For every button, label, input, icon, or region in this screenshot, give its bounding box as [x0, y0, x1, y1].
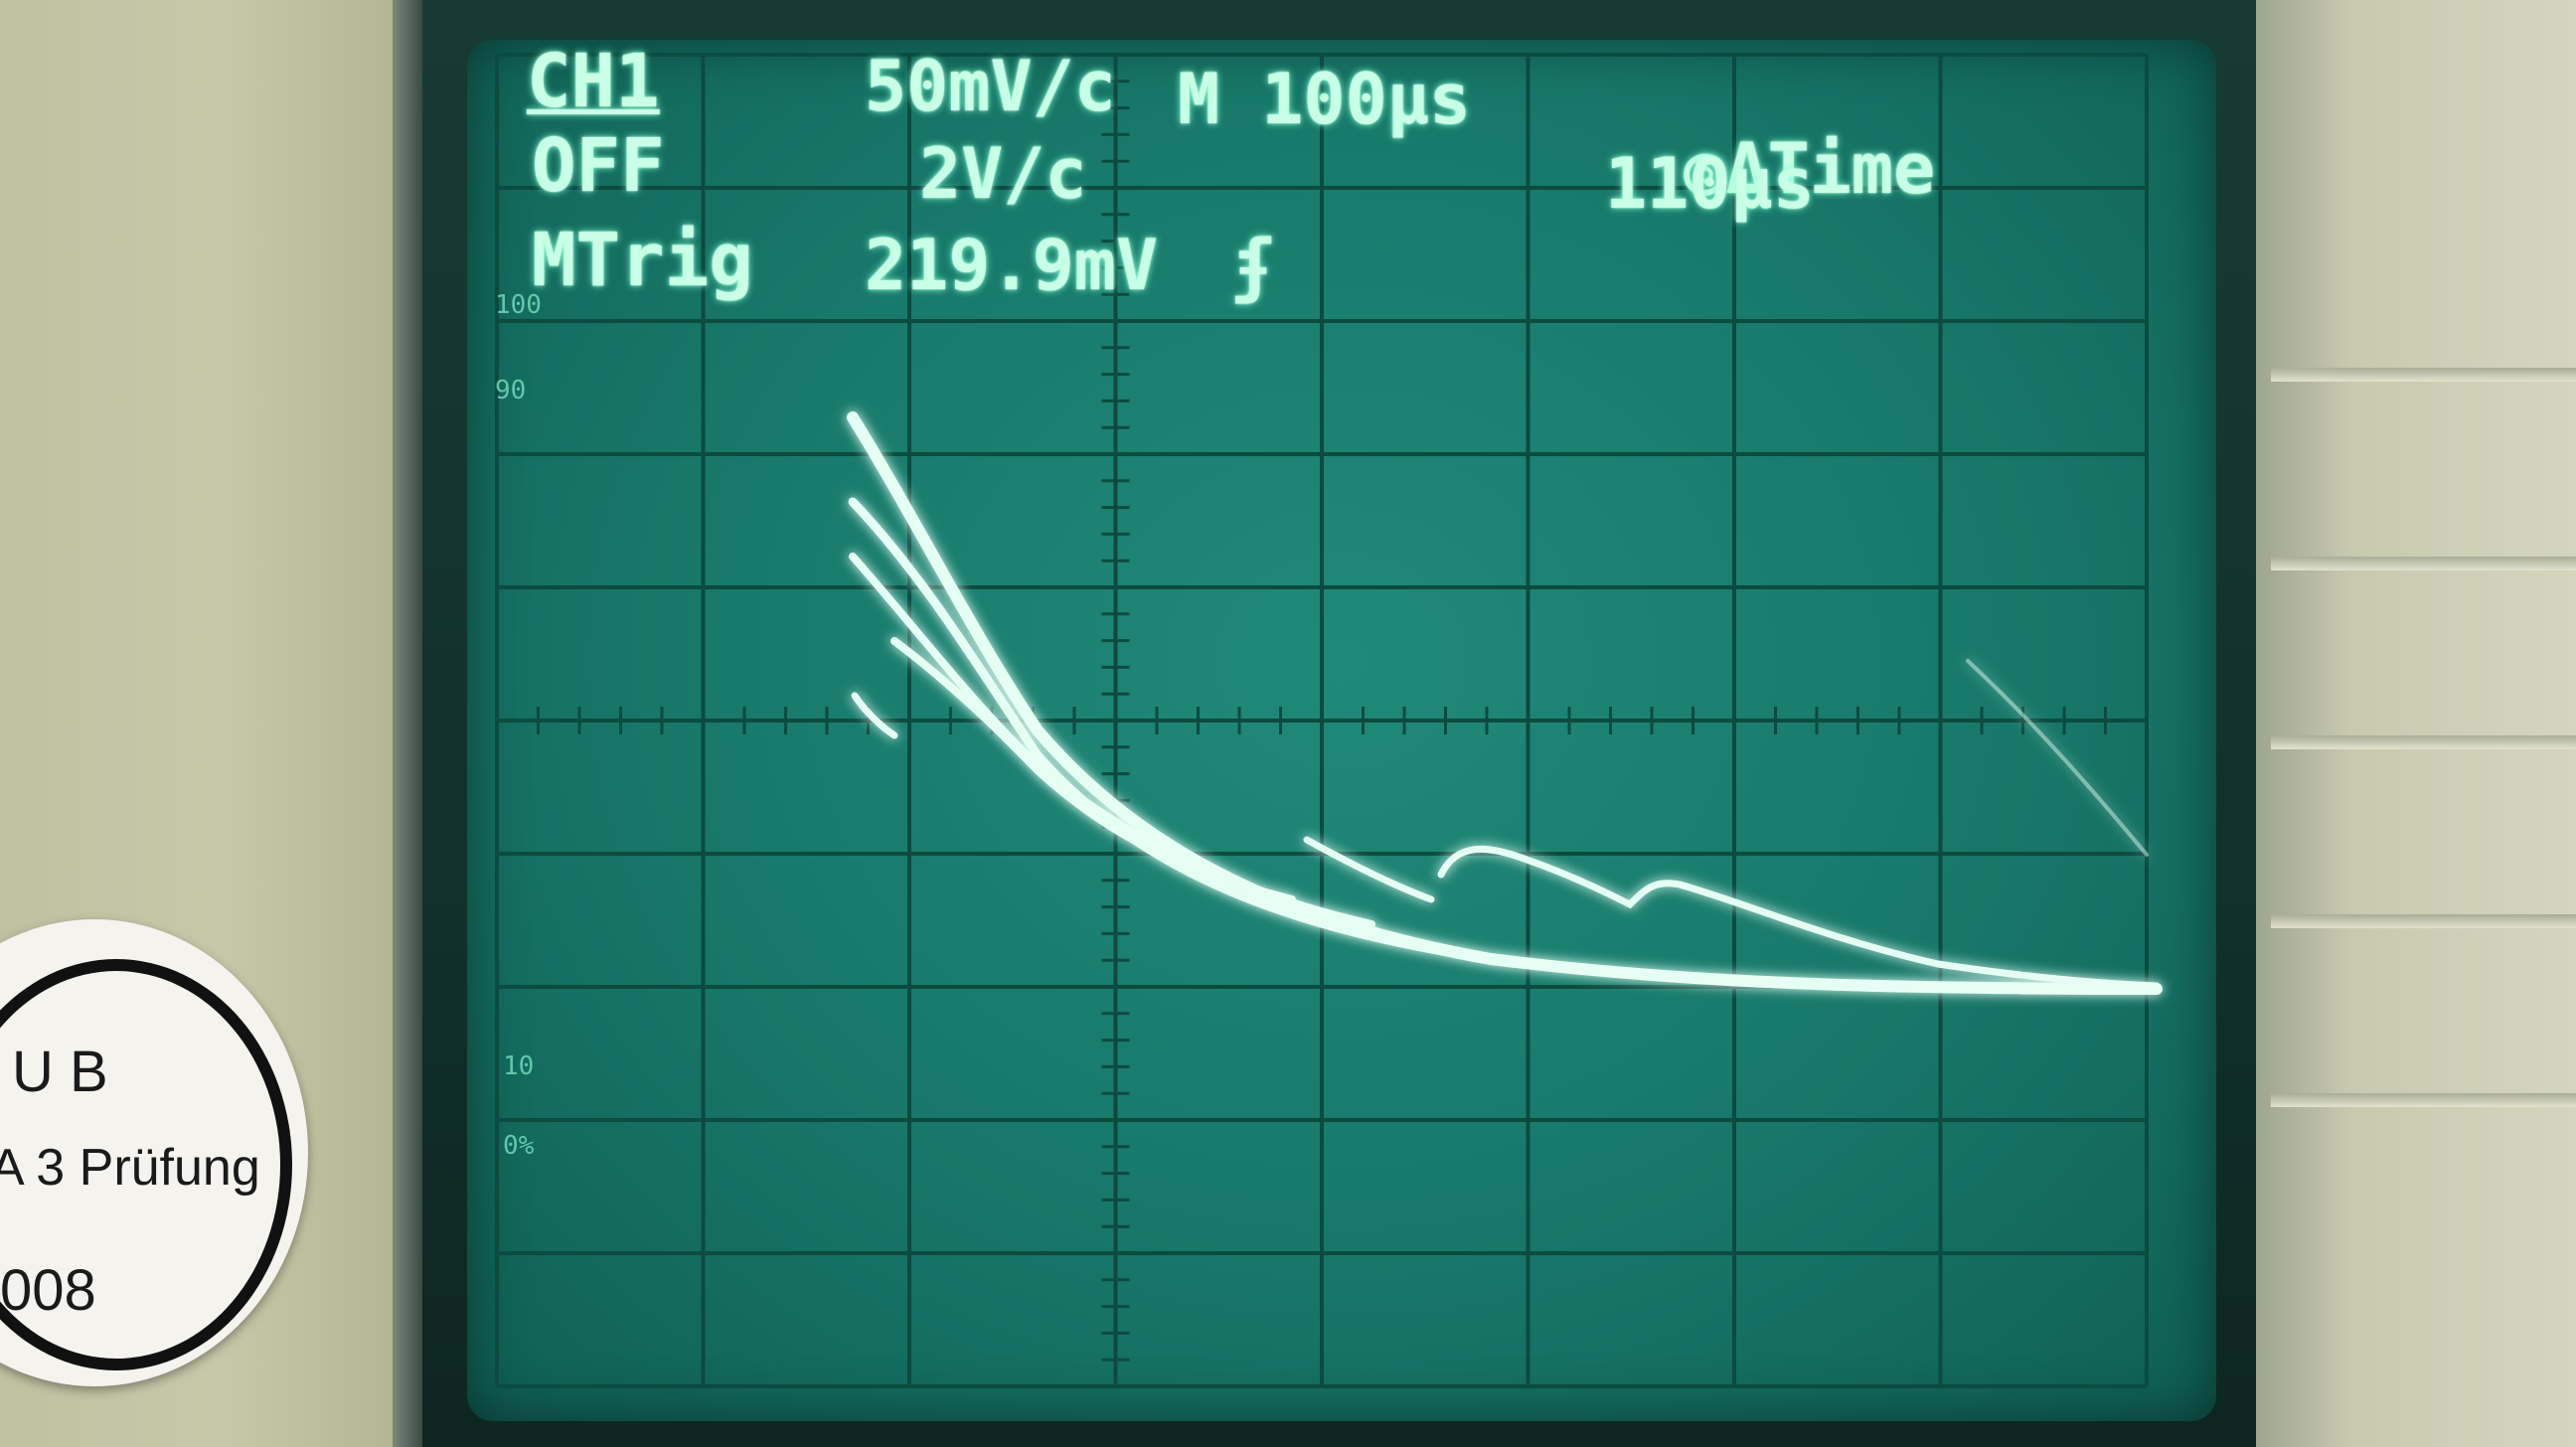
trigger-label: MTrig — [532, 218, 753, 303]
delta-time-readout: 110µs — [1605, 143, 1815, 225]
measure-mode-label: ΔTime — [1725, 128, 1936, 210]
side-rib — [2271, 368, 2576, 382]
measure-mode-readout: ◎ΔTime — [1600, 65, 1935, 204]
trace-ripple — [1303, 836, 2161, 990]
side-rib — [2271, 1093, 2576, 1107]
instrument-side-panel — [2256, 0, 2576, 1447]
trace-main — [847, 411, 2163, 995]
graticule-mark-90: 90 — [495, 376, 527, 405]
coupling-label: OFF — [532, 123, 665, 209]
graticule-mark-10: 10 — [503, 1051, 535, 1081]
side-rib — [2271, 557, 2576, 570]
trigger-slope-icon: ʄ — [1232, 225, 1275, 306]
graticule-mark-0pct: 0% — [503, 1131, 535, 1161]
trace-2 — [848, 497, 1496, 964]
side-rib — [2271, 735, 2576, 749]
probe-readout: 2V/c — [919, 133, 1087, 215]
sticker-line-3: 008 — [0, 1258, 96, 1323]
trace-3 — [849, 553, 1375, 928]
sticker-line-1: U B — [12, 1040, 108, 1104]
graticule-minor-ticks — [495, 53, 2149, 1388]
trace-faint-right — [1966, 659, 2149, 857]
sticker-line-2: A 3 Prüfung — [0, 1139, 260, 1197]
trace-4 — [890, 637, 1296, 903]
side-rib — [2271, 914, 2576, 928]
measure-knob-icon: ◎ — [1684, 128, 1726, 210]
graticule-mark-100: 100 — [495, 290, 542, 320]
volts-per-div-readout: 50mV/c — [865, 46, 1116, 127]
bezel-edge — [393, 0, 422, 1447]
crt-screen — [467, 40, 2216, 1421]
trigger-level-readout: 219.9mV — [865, 225, 1159, 306]
channel-label: CH1 — [527, 39, 660, 124]
timebase-readout: M 100µs — [1178, 59, 1472, 140]
trace-short — [851, 692, 898, 739]
signal-traces — [847, 411, 2163, 995]
